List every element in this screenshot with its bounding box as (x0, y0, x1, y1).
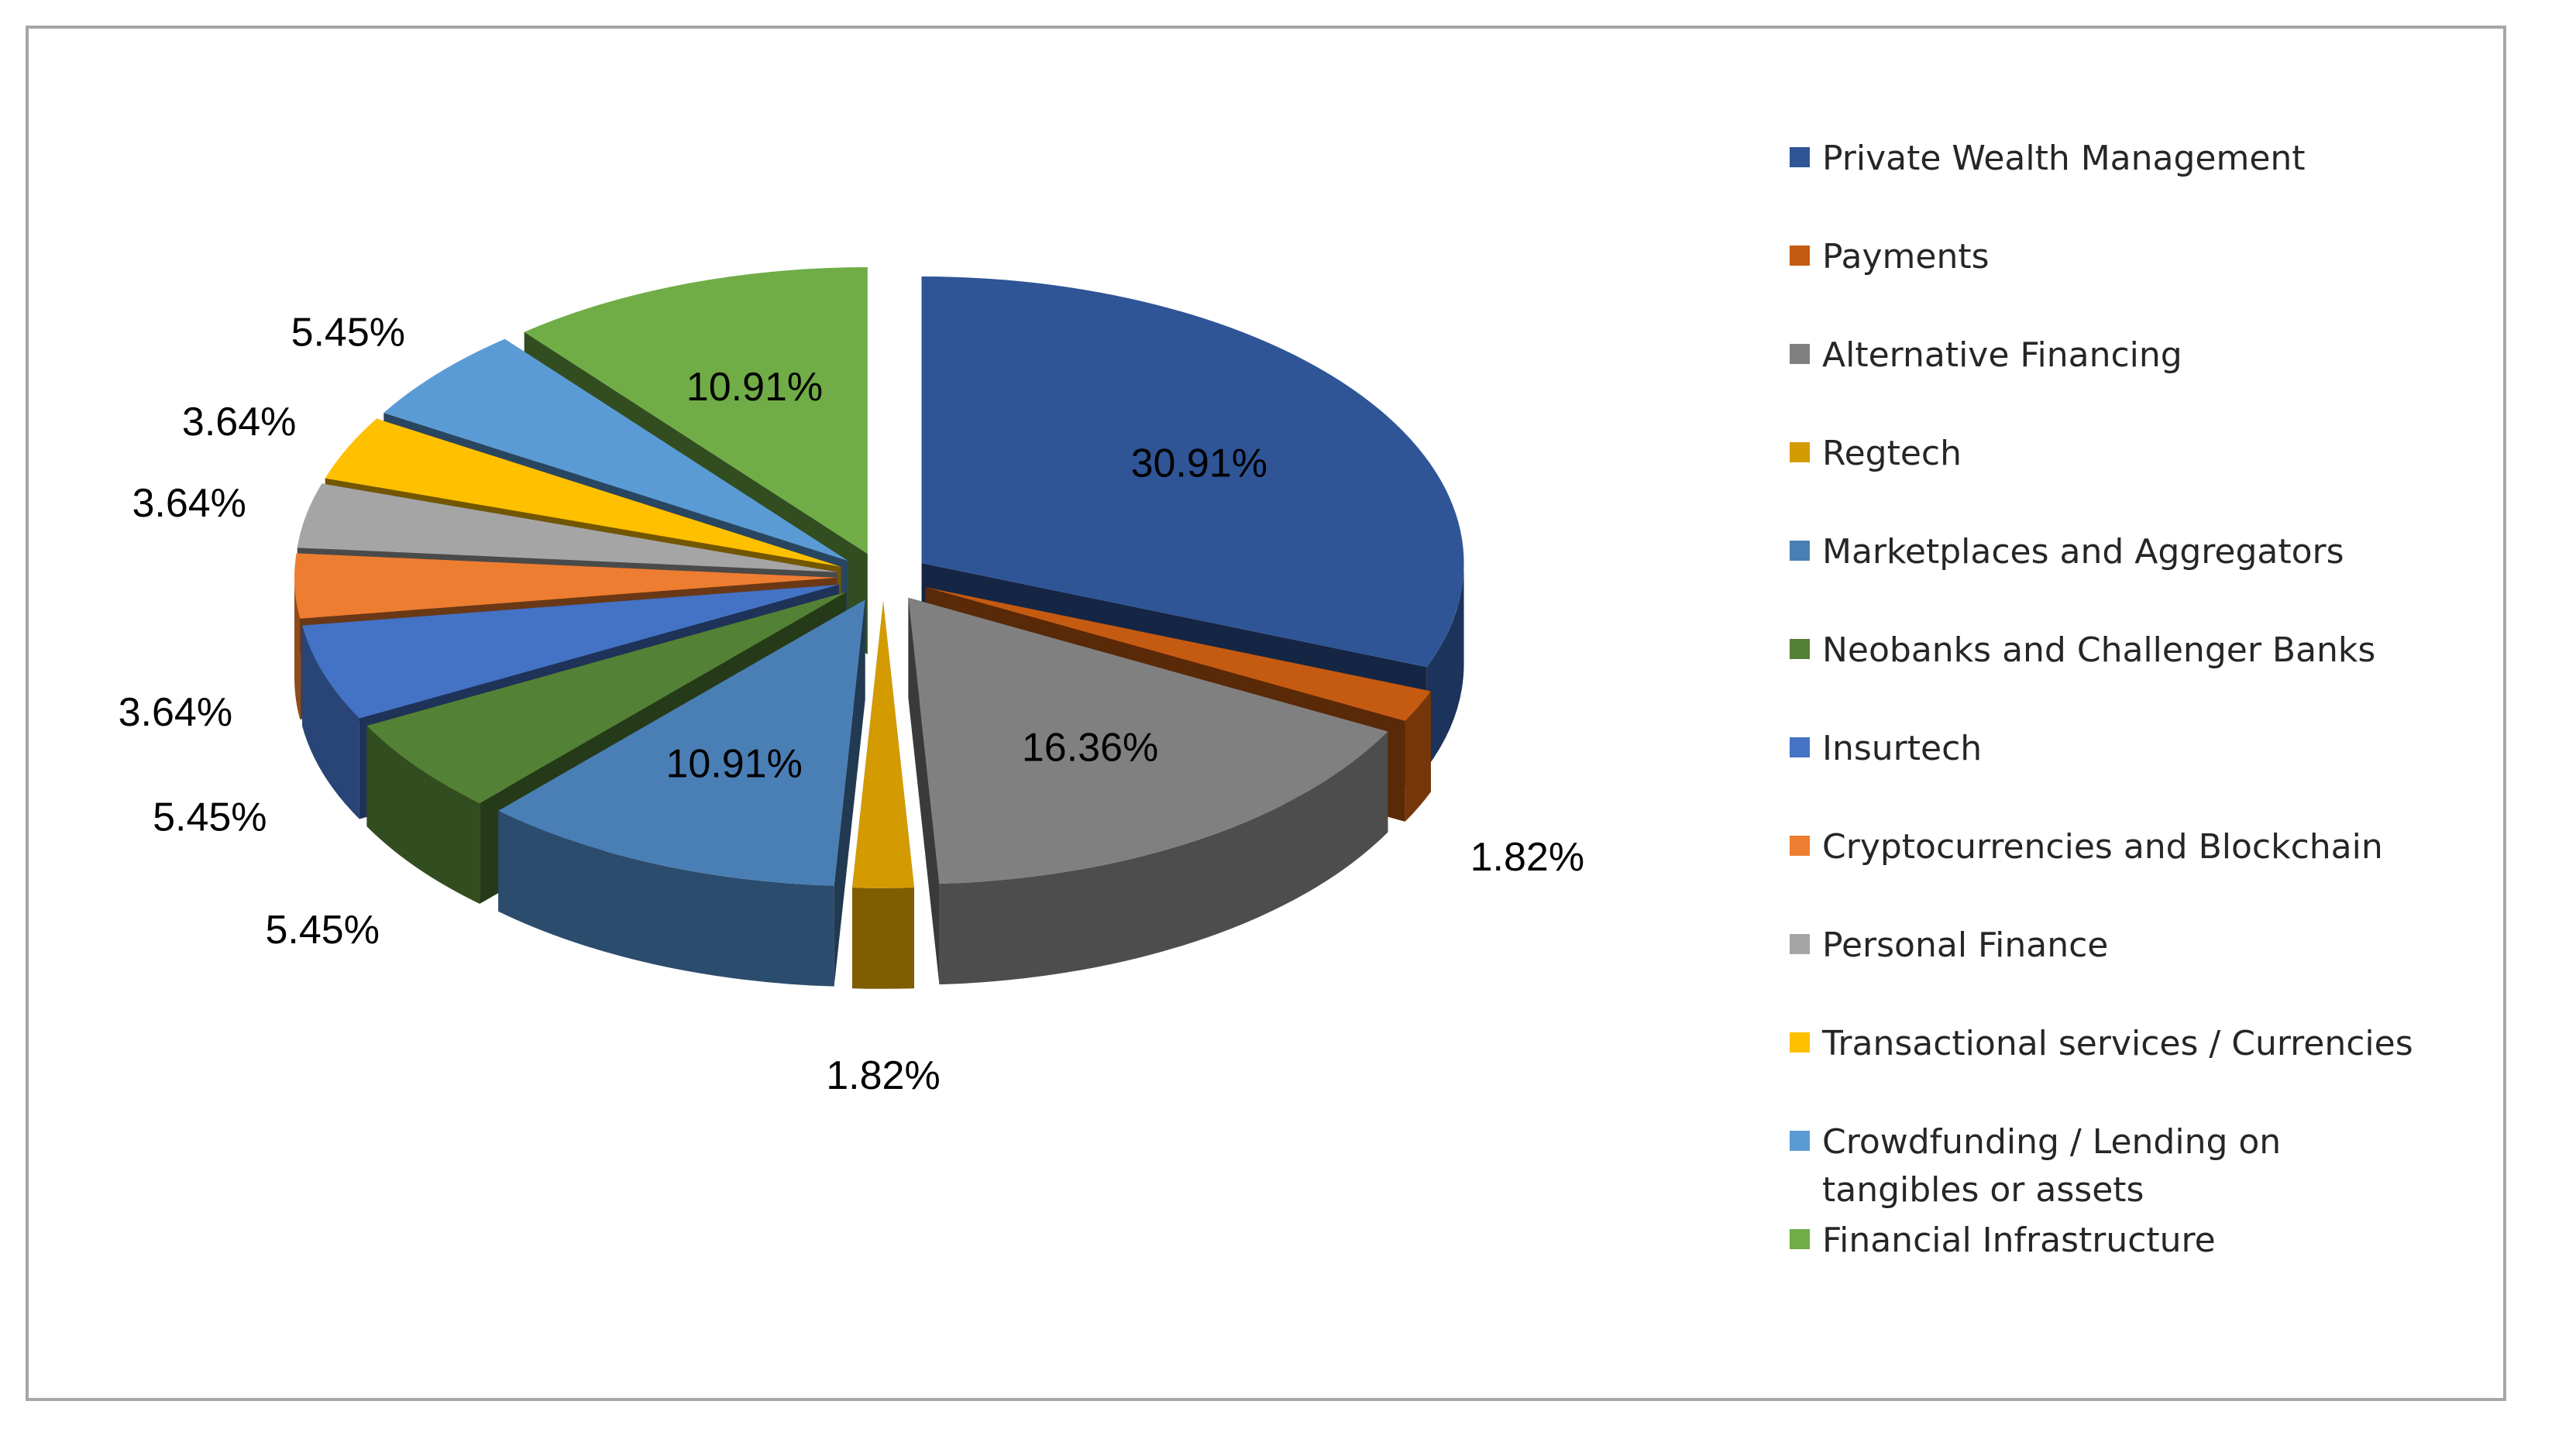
data-label: 3.64% (119, 690, 232, 735)
legend-label: Alternative Financing (1822, 335, 2182, 375)
data-label: 10.91% (665, 742, 802, 787)
slice-top (921, 276, 1464, 668)
data-label: 5.45% (291, 311, 405, 355)
slice-rim (939, 731, 1388, 985)
data-label: 10.91% (686, 365, 823, 410)
legend-label: Private Wealth Management (1822, 139, 2306, 178)
legend-label: Crowdfunding / Lending on tangibles or a… (1822, 1122, 2282, 1210)
data-label: 5.45% (265, 908, 379, 953)
slice-top (908, 597, 1388, 884)
legend-label: Cryptocurrencies and Blockchain (1822, 827, 2383, 867)
legend-item: Marketplaces and Aggregators (1790, 528, 2487, 627)
data-labels: 30.91% 1.82% 16.36% 1.82% 10.91% 5.45% 5.45% 3.… (119, 311, 1584, 1099)
slice-rim (498, 810, 834, 987)
legend-label: Insurtech (1822, 729, 1983, 768)
pie-slice (851, 601, 915, 989)
legend-item: Financial Infrastructure (1790, 1217, 2487, 1315)
legend-swatch (1790, 147, 1810, 167)
legend-swatch (1790, 639, 1810, 659)
data-label: 1.82% (826, 1053, 940, 1098)
slice-rim (1405, 691, 1431, 822)
pie-slice (908, 597, 1388, 985)
legend-label: Payments (1822, 237, 1990, 276)
legend-item: Personal Finance (1790, 922, 2487, 1020)
legend-swatch (1790, 934, 1810, 954)
pie-slice (498, 599, 865, 987)
legend-swatch (1790, 1229, 1810, 1249)
slice-wall (908, 597, 940, 985)
slice-rim (851, 888, 915, 989)
data-label: 1.82% (1470, 835, 1584, 880)
legend-item: Payments (1790, 233, 2487, 331)
legend-label: Financial Infrastructure (1822, 1221, 2216, 1260)
legend-label: Transactional services / Currencies (1822, 1024, 2413, 1063)
slice-top (366, 592, 847, 803)
legend-label: Marketplaces and Aggregators (1822, 532, 2344, 572)
slice-top (302, 584, 839, 719)
slice-top (294, 553, 837, 619)
legend-item: Neobanks and Challenger Banks (1790, 627, 2487, 725)
data-label: 3.64% (182, 400, 296, 445)
legend-item: Regtech (1790, 430, 2487, 528)
legend: Private Wealth Management Payments Alterna… (1790, 135, 2487, 1315)
legend-swatch (1790, 1032, 1810, 1053)
slice-top (925, 587, 1431, 721)
slice-top (325, 418, 841, 567)
legend-label: Neobanks and Challenger Banks (1822, 630, 2376, 670)
pie-slices (294, 267, 1464, 989)
data-label: 3.64% (132, 481, 246, 526)
legend-swatch (1790, 1131, 1810, 1151)
legend-swatch (1790, 442, 1810, 462)
data-label: 5.45% (153, 795, 267, 840)
legend-swatch (1790, 836, 1810, 856)
slice-rim (1426, 563, 1464, 768)
legend-swatch (1790, 737, 1810, 757)
legend-swatch (1790, 246, 1810, 266)
legend-item: Private Wealth Management (1790, 135, 2487, 233)
slice-rim (294, 577, 301, 719)
legend-item: Cryptocurrencies and Blockchain (1790, 823, 2487, 922)
legend-item: Insurtech (1790, 725, 2487, 823)
legend-label: Personal Finance (1822, 925, 2109, 965)
legend-item: Crowdfunding / Lending on tangibles or a… (1790, 1118, 2487, 1217)
slice-top (383, 338, 848, 561)
legend-item: Alternative Financing (1790, 331, 2487, 430)
data-label: 16.36% (1022, 726, 1158, 771)
slice-rim (366, 726, 480, 904)
slice-top (498, 599, 865, 886)
legend-label: Regtech (1822, 434, 1962, 473)
legend-swatch (1790, 344, 1810, 364)
legend-swatch (1790, 541, 1810, 561)
slice-rim (302, 625, 359, 819)
slice-top (524, 267, 868, 555)
data-label: 30.91% (1131, 441, 1267, 486)
slice-top (851, 601, 915, 888)
slice-top (297, 483, 838, 572)
legend-item: Transactional services / Currencies (1790, 1020, 2487, 1118)
